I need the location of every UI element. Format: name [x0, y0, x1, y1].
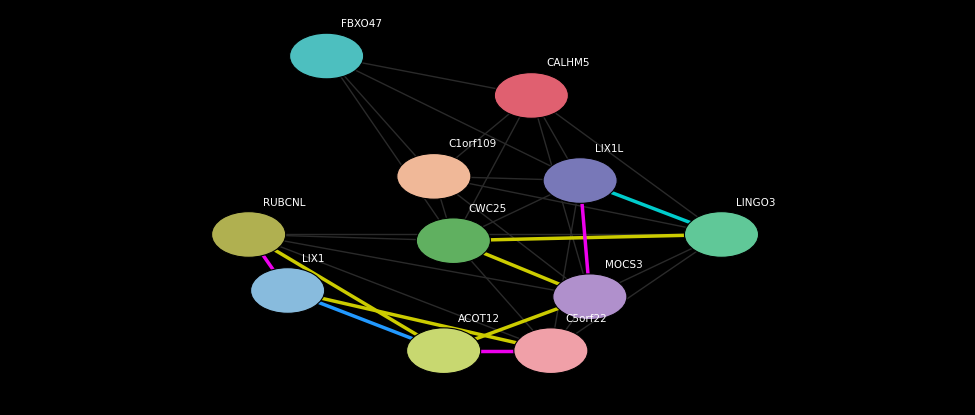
Ellipse shape	[543, 158, 617, 203]
Text: RUBCNL: RUBCNL	[263, 198, 306, 208]
Ellipse shape	[514, 328, 588, 374]
Text: LIX1: LIX1	[302, 254, 325, 264]
Text: MOCS3: MOCS3	[604, 260, 643, 270]
Ellipse shape	[416, 218, 490, 264]
Text: FBXO47: FBXO47	[341, 19, 382, 29]
Text: CALHM5: CALHM5	[546, 59, 590, 68]
Ellipse shape	[494, 73, 568, 118]
Ellipse shape	[397, 154, 471, 199]
Text: CWC25: CWC25	[468, 204, 506, 214]
Text: C1orf109: C1orf109	[448, 139, 496, 149]
Text: LINGO3: LINGO3	[736, 198, 776, 208]
Ellipse shape	[251, 268, 325, 313]
Text: LIX1L: LIX1L	[595, 144, 623, 154]
Text: ACOT12: ACOT12	[458, 314, 500, 324]
Ellipse shape	[290, 33, 364, 79]
Ellipse shape	[407, 328, 481, 374]
Ellipse shape	[553, 274, 627, 320]
Ellipse shape	[212, 212, 286, 257]
Text: C5orf22: C5orf22	[566, 314, 607, 324]
Ellipse shape	[684, 212, 759, 257]
